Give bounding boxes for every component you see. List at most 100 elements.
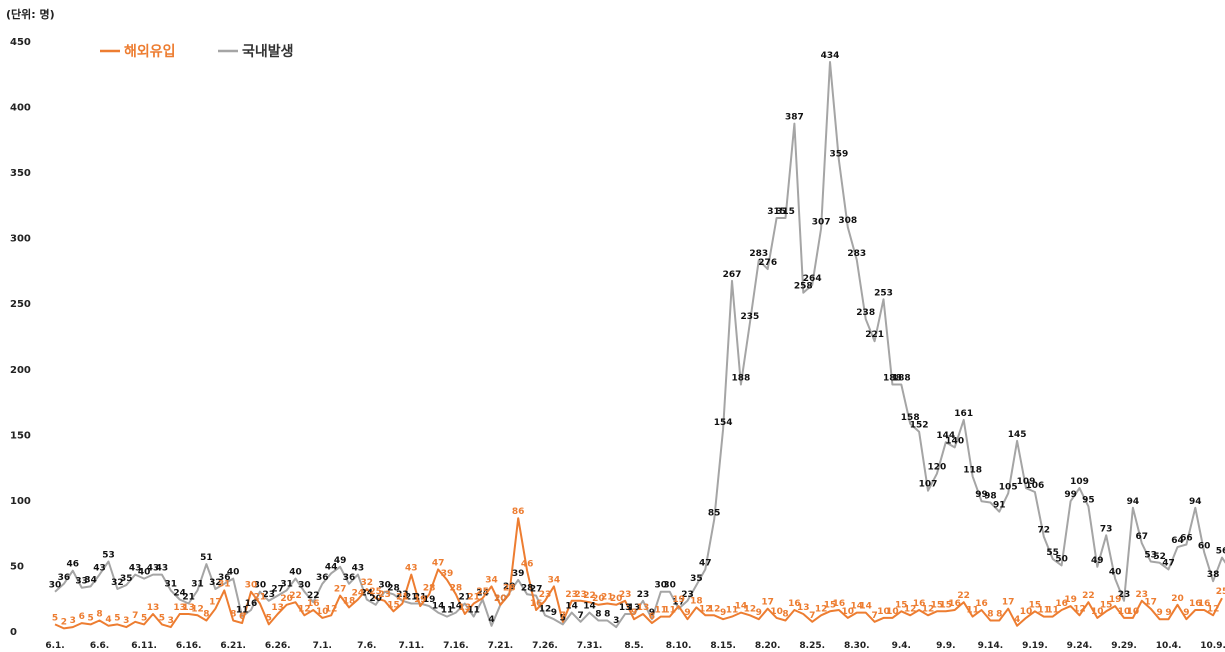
data-label: 30 xyxy=(49,581,62,591)
data-label: 28 xyxy=(387,583,400,593)
data-label: 8 xyxy=(595,610,601,620)
data-label: 16 xyxy=(1198,599,1211,609)
data-label: 10 xyxy=(877,607,890,617)
data-label: 16 xyxy=(530,599,543,609)
data-label: 28 xyxy=(450,583,463,593)
data-label: 11 xyxy=(726,606,739,616)
data-label: 49 xyxy=(1091,556,1104,566)
data-label: 8 xyxy=(203,610,209,620)
data-label: 25 xyxy=(369,587,382,597)
data-label: 94 xyxy=(1189,497,1202,507)
data-label: 23 xyxy=(681,590,694,600)
data-label: 188 xyxy=(883,374,902,384)
data-label: 3 xyxy=(70,616,76,626)
data-label: 31 xyxy=(165,579,178,589)
data-label: 52 xyxy=(1153,552,1166,562)
data-label: 27 xyxy=(334,585,347,595)
data-label: 23 xyxy=(396,590,409,600)
data-label: 28 xyxy=(423,583,436,593)
data-label: 20 xyxy=(1171,594,1184,604)
x-tick-label: 9.14. xyxy=(978,641,1004,651)
y-tick-label: 250 xyxy=(10,299,31,310)
data-label: 24 xyxy=(173,589,186,599)
data-label: 19 xyxy=(672,595,685,605)
data-label: 36 xyxy=(58,573,71,583)
data-label: 91 xyxy=(993,501,1006,511)
data-label: 16 xyxy=(245,599,258,609)
data-label: 21 xyxy=(396,593,409,603)
series-line-imported xyxy=(54,517,1223,630)
x-tick-label: 6.1. xyxy=(45,641,64,651)
x-tick-label: 9.9. xyxy=(936,641,955,651)
data-label: 8 xyxy=(782,610,788,620)
data-label: 51 xyxy=(200,553,213,563)
data-label: 23 xyxy=(1136,590,1149,600)
data-label: 16 xyxy=(913,599,926,609)
data-label: 55 xyxy=(1046,548,1059,558)
data-label: 9 xyxy=(756,608,762,618)
data-label: 60 xyxy=(1198,541,1211,551)
data-label: 140 xyxy=(945,436,964,446)
x-tick-label: 6.11. xyxy=(131,641,157,651)
data-label: 23 xyxy=(565,590,578,600)
data-label: 16 xyxy=(975,599,988,609)
data-label: 86 xyxy=(512,507,525,517)
data-label: 144 xyxy=(936,431,955,441)
data-label: 14 xyxy=(583,602,596,612)
data-label: 15 xyxy=(931,600,944,610)
data-label: 38 xyxy=(1207,570,1220,580)
data-label: 14 xyxy=(450,602,463,612)
data-label: 359 xyxy=(830,149,849,159)
data-label: 11 xyxy=(655,606,668,616)
data-label: 11 xyxy=(1046,606,1059,616)
data-label: 161 xyxy=(954,409,973,419)
x-tick-label: 8.30. xyxy=(844,641,870,651)
data-label: 8 xyxy=(230,610,236,620)
data-label: 20 xyxy=(592,594,605,604)
data-label: 10 xyxy=(1020,607,1033,617)
data-label: 99 xyxy=(1064,490,1077,500)
data-label: 16 xyxy=(788,599,801,609)
data-label: 22 xyxy=(289,591,302,601)
data-label: 13 xyxy=(637,603,650,613)
data-label: 283 xyxy=(749,249,768,259)
data-label: 11 xyxy=(467,606,480,616)
data-label: 98 xyxy=(984,492,997,502)
data-label: 13 xyxy=(459,603,472,613)
x-tick-label: 7.21. xyxy=(488,641,514,651)
data-label: 17 xyxy=(1002,598,1015,608)
data-label: 9 xyxy=(1156,608,1162,618)
data-label: 30 xyxy=(245,581,258,591)
data-label: 6 xyxy=(239,612,245,622)
x-tick-label: 7.6. xyxy=(357,641,376,651)
data-label: 95 xyxy=(1082,495,1095,505)
data-label: 13 xyxy=(147,603,160,613)
y-tick-label: 450 xyxy=(10,37,31,48)
data-label: 264 xyxy=(803,274,822,284)
data-label: 14 xyxy=(859,602,872,612)
data-label: 253 xyxy=(874,288,893,298)
data-label: 21 xyxy=(254,593,267,603)
data-label: 12 xyxy=(744,604,757,614)
data-label: 11 xyxy=(966,606,979,616)
data-label: 18 xyxy=(343,596,356,606)
data-label: 12 xyxy=(699,604,712,614)
data-label: 2 xyxy=(61,617,67,627)
data-label: 17 xyxy=(761,598,774,608)
data-label: 4 xyxy=(488,615,494,625)
data-label: 49 xyxy=(334,556,347,566)
data-label: 72 xyxy=(1038,526,1051,536)
data-label: 12 xyxy=(904,604,917,614)
data-label: 28 xyxy=(503,583,516,593)
data-label: 34 xyxy=(485,575,498,585)
data-label: 46 xyxy=(521,560,534,570)
data-label: 5 xyxy=(52,613,58,623)
data-label: 13 xyxy=(173,603,186,613)
data-label: 154 xyxy=(714,418,733,428)
data-label: 21 xyxy=(414,593,427,603)
data-label: 4 xyxy=(105,615,111,625)
x-tick-label: 8.5. xyxy=(624,641,643,651)
data-label: 434 xyxy=(821,51,840,61)
x-tick-label: 6.6. xyxy=(90,641,109,651)
data-label: 120 xyxy=(928,463,947,473)
